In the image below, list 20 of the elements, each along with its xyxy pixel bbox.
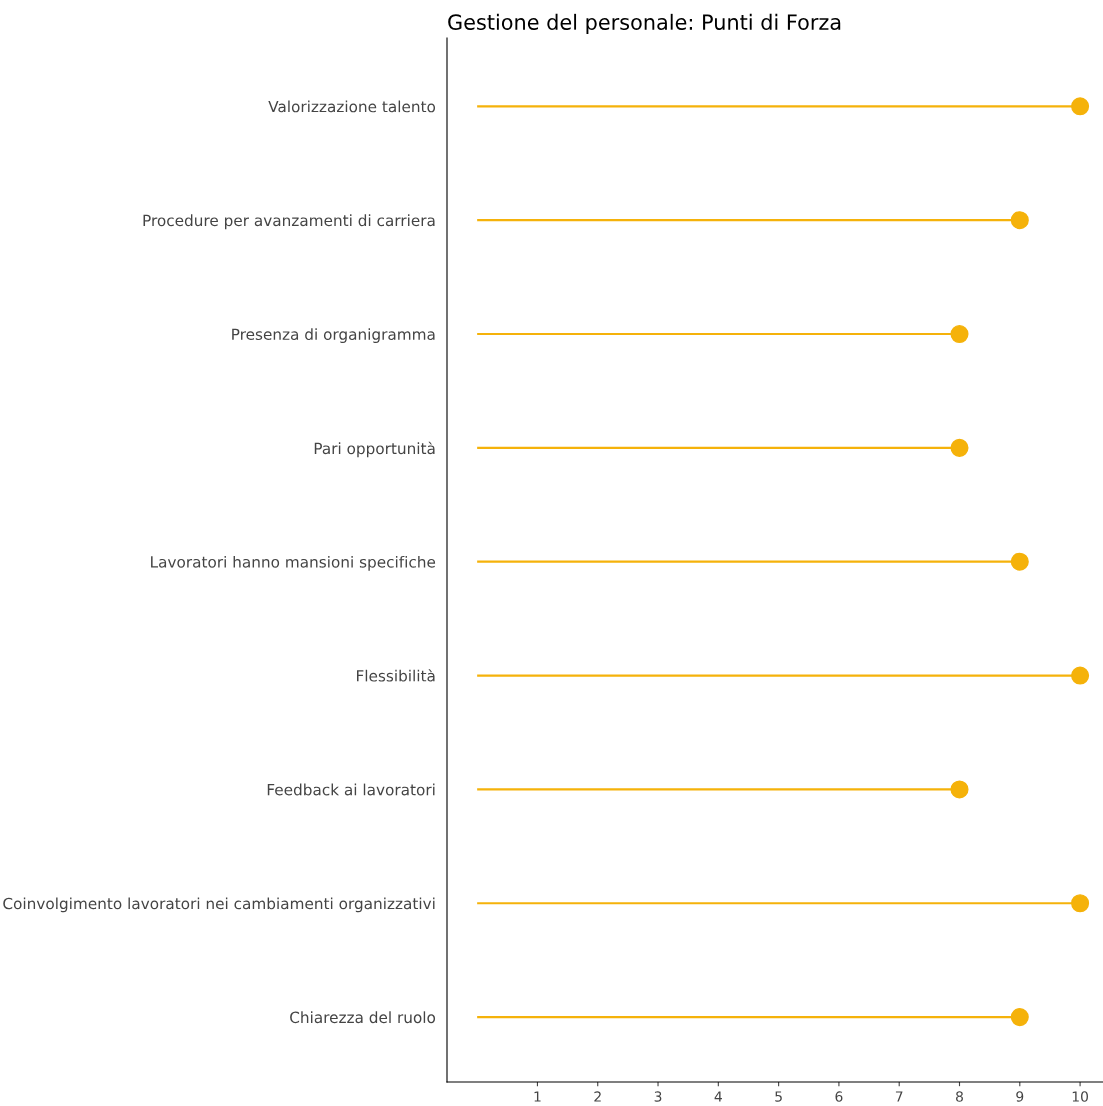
x-tick-label: 4 (714, 1091, 722, 1102)
y-tick-label: Presenza di organigramma (232, 328, 435, 343)
x-tick-label: 1 (534, 1091, 541, 1102)
chart-title: Gestione del personale: Punti di Forza (448, 13, 841, 34)
x-tick-label: 5 (775, 1091, 782, 1102)
x-tick-label: 8 (956, 1091, 963, 1102)
y-tick-label: Chiarezza del ruolo (290, 1011, 436, 1024)
x-tick-label: 3 (654, 1091, 662, 1102)
x-tick-label: 2 (594, 1091, 601, 1102)
y-tick-label: Procedure per avanzamenti di carriera (143, 214, 435, 230)
x-tick-label: 7 (895, 1091, 903, 1102)
x-tick-label: 10 (1072, 1091, 1088, 1102)
y-tick-label: Flessibilità (357, 669, 435, 682)
y-tick-label: Feedback ai lavoratori (267, 783, 435, 796)
y-tick-label: Valorizzazione talento (268, 100, 436, 113)
y-tick-label: Pari opportunità (314, 441, 435, 458)
y-tick-label: Coinvolgimento lavoratori nei cambiamenti organizzativi (3, 897, 435, 913)
x-tick-label: 6 (835, 1091, 843, 1102)
y-tick-label: Lavoratori hanno mansioni specifiche (151, 555, 436, 571)
x-tick-label: 9 (1016, 1091, 1024, 1102)
